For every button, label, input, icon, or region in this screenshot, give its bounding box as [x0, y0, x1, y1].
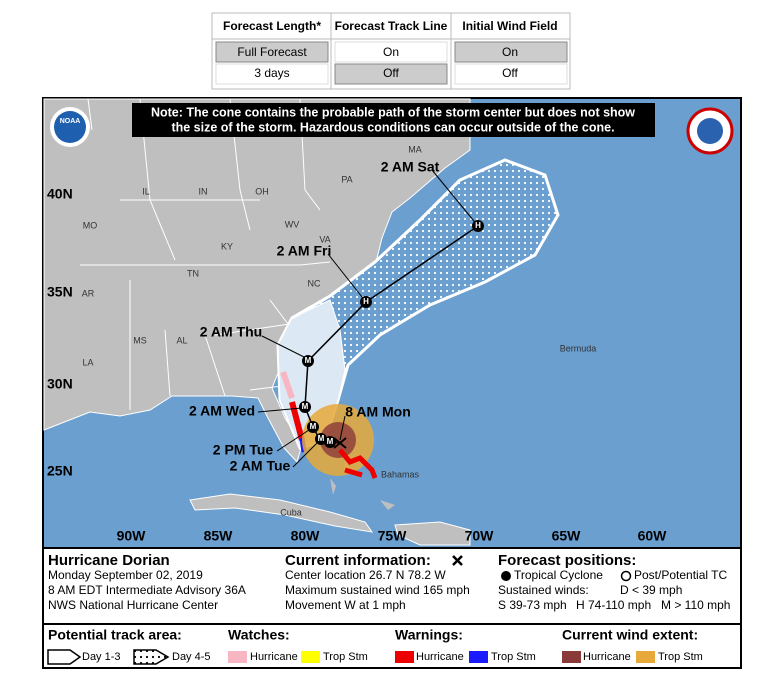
time-label: 2 AM Sat: [381, 159, 440, 175]
info-text: 8 AM EDT Intermediate Advisory 36A: [48, 583, 246, 597]
legend: Potential track area: Day 1-3 Day 4-5 Wa…: [43, 623, 741, 665]
time-label: 2 AM Wed: [189, 403, 255, 419]
lon-label: 85W: [204, 528, 234, 544]
place: TN: [187, 268, 199, 278]
lon-label: 70W: [465, 528, 495, 544]
controls: Forecast Length* Forecast Track Line Ini…: [211, 12, 571, 90]
header: Forecast Length*: [223, 19, 321, 33]
button-label[interactable]: Off: [383, 66, 399, 80]
place: AR: [82, 288, 95, 298]
lat-label: 30N: [47, 376, 73, 392]
marker-label: M: [305, 356, 312, 365]
lon-label: 90W: [117, 528, 147, 544]
map: H H M M M M M 2 AM Sat 2 AM Fri 2 AM Thu…: [42, 97, 742, 669]
button[interactable]: [215, 41, 329, 63]
lat-label: 25N: [47, 463, 73, 479]
info-text: NWS National Hurricane Center: [48, 598, 218, 612]
place: AL: [176, 335, 187, 345]
info-text: D < 39 mph: [620, 583, 682, 597]
lon-label: 60W: [638, 528, 668, 544]
graticule-labels: 40N 35N 30N 25N 90W 85W 80W 75W 70W 65W …: [47, 186, 667, 544]
note: Note: The cone contains the probable pat…: [151, 105, 635, 119]
info-text: Movement W at 1 mph: [285, 598, 406, 612]
button[interactable]: [454, 41, 568, 63]
place: MS: [133, 335, 147, 345]
time-label: 2 AM Tue: [230, 458, 291, 474]
info-text: Sustained winds:: [498, 583, 589, 597]
legend-label: Day 1-3: [82, 651, 121, 663]
time-label: 2 AM Fri: [277, 243, 332, 259]
place: OH: [255, 186, 269, 196]
marker-label: M: [327, 437, 334, 446]
place: Bahamas: [381, 469, 420, 479]
place-labels: MA PA IL IN OH MO WV KY VA TN NC AR MS A…: [82, 144, 597, 517]
time-label: 8 AM Mon: [345, 404, 411, 420]
info-text: Center location 26.7 N 78.2 W: [285, 568, 446, 582]
info-panel: Hurricane Dorian Monday September 02, 20…: [43, 547, 741, 612]
section-title: Current information:: [285, 552, 431, 569]
legend-label: Trop Stm: [491, 651, 536, 663]
marker-label: M: [302, 402, 309, 411]
note: the size of the storm. Hazardous conditi…: [171, 120, 614, 134]
header: Forecast Track Line: [335, 19, 448, 33]
button-label[interactable]: Full Forecast: [237, 45, 307, 59]
info-text: Monday September 02, 2019: [48, 568, 203, 582]
marker-label: M: [310, 422, 317, 431]
place: NC: [308, 278, 321, 288]
place: KY: [221, 241, 233, 251]
place: MO: [83, 220, 98, 230]
button[interactable]: [454, 63, 568, 85]
info-text: S 39-73 mph: [498, 598, 567, 612]
legend-label: Day 4-5: [172, 651, 211, 663]
header: Initial Wind Field: [462, 19, 557, 33]
storm-name: Hurricane Dorian: [48, 552, 170, 569]
lon-label: 65W: [552, 528, 582, 544]
time-label: 2 AM Thu: [200, 324, 262, 340]
legend-label: Hurricane: [416, 651, 464, 663]
legend-title: Current wind extent:: [562, 627, 698, 643]
info-text: Tropical Cyclone: [514, 568, 603, 582]
info-text: M > 110 mph: [661, 598, 730, 612]
button[interactable]: [215, 63, 329, 85]
lat-label: 35N: [47, 284, 73, 300]
info-text: Maximum sustained wind 165 mph: [285, 583, 470, 597]
track-markers: H H M M M M M: [299, 220, 484, 449]
place: WV: [285, 219, 300, 229]
legend-title: Potential track area:: [48, 627, 182, 643]
marker-label: H: [475, 221, 481, 230]
button[interactable]: [334, 41, 448, 63]
place: Bermuda: [560, 343, 597, 353]
place: Cuba: [280, 507, 302, 517]
place: PA: [341, 174, 352, 184]
button-label[interactable]: On: [383, 45, 399, 59]
place: LA: [82, 357, 93, 367]
place: MA: [408, 144, 422, 154]
lon-label: 75W: [378, 528, 408, 544]
time-labels: 2 AM Sat 2 AM Fri 2 AM Thu 2 AM Wed 8 AM…: [189, 159, 440, 474]
button-label[interactable]: On: [502, 45, 518, 59]
marker-label: H: [363, 297, 369, 306]
button-label[interactable]: 3 days: [254, 66, 289, 80]
lat-label: 40N: [47, 186, 73, 202]
legend-title: Watches:: [228, 627, 290, 643]
legend-label: Trop Stm: [658, 651, 703, 663]
button-label[interactable]: Off: [502, 66, 518, 80]
place: IN: [199, 186, 208, 196]
place: IL: [142, 186, 150, 196]
lon-label: 80W: [291, 528, 321, 544]
section-title: Forecast positions:: [498, 552, 636, 569]
button[interactable]: [334, 63, 448, 85]
legend-title: Warnings:: [395, 627, 463, 643]
time-label: 2 PM Tue: [213, 442, 274, 458]
place: VA: [319, 234, 330, 244]
logo-text: NOAA: [60, 118, 81, 125]
legend-label: Hurricane: [583, 651, 631, 663]
note-box: [132, 103, 655, 137]
marker-label: M: [318, 434, 325, 443]
info-text: H 74-110 mph: [576, 598, 651, 612]
legend-label: Trop Stm: [323, 651, 368, 663]
legend-label: Hurricane: [250, 651, 298, 663]
info-text: Post/Potential TC: [634, 568, 727, 582]
